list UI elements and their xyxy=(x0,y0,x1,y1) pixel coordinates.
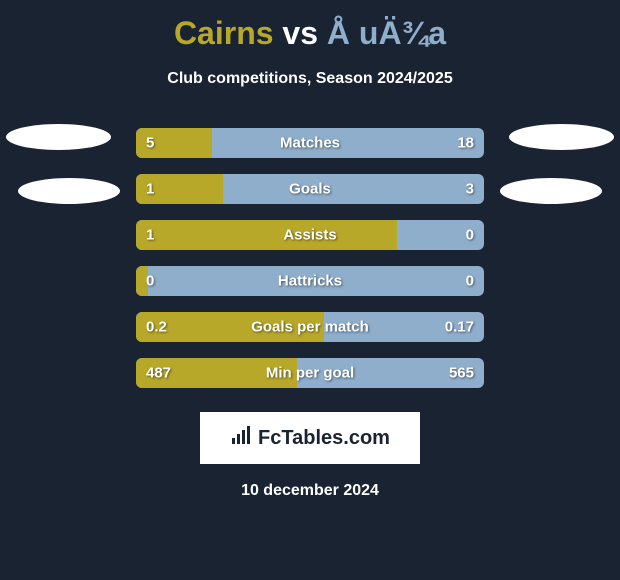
stat-row-min-per-goal: 487 Min per goal 565 xyxy=(136,358,484,388)
stat-right-value: 0 xyxy=(466,273,474,290)
stat-right-value: 3 xyxy=(466,181,474,198)
stat-left-value: 487 xyxy=(146,365,171,382)
stat-left-value: 0.2 xyxy=(146,319,167,336)
stat-label: Min per goal xyxy=(266,365,354,382)
footer-date: 10 december 2024 xyxy=(241,482,379,500)
stat-label: Assists xyxy=(283,227,336,244)
stat-label: Matches xyxy=(280,135,340,152)
stat-right-value: 18 xyxy=(457,135,474,152)
logo-text: FcTables.com xyxy=(230,426,390,451)
stat-right-value: 0 xyxy=(466,227,474,244)
stat-label: Goals xyxy=(289,181,331,198)
stat-left-value: 5 xyxy=(146,135,154,152)
stat-row-assists: 1 Assists 0 xyxy=(136,220,484,250)
stats-area: 5 Matches 18 1 Goals 3 1 Assists 0 0 Hat… xyxy=(0,128,620,500)
stat-row-hattricks: 0 Hattricks 0 xyxy=(136,266,484,296)
player1-name: Cairns xyxy=(174,15,274,51)
logo-label: FcTables.com xyxy=(258,427,390,450)
subtitle: Club competitions, Season 2024/2025 xyxy=(167,70,452,88)
stat-row-matches: 5 Matches 18 xyxy=(136,128,484,158)
player2-name: Å uÄ¾a xyxy=(327,15,446,51)
stat-right-value: 0.17 xyxy=(445,319,474,336)
stat-row-goals-per-match: 0.2 Goals per match 0.17 xyxy=(136,312,484,342)
chart-icon xyxy=(230,426,252,451)
stat-label: Goals per match xyxy=(251,319,369,336)
logo-box: FcTables.com xyxy=(200,412,420,464)
comparison-title: Cairns vs Å uÄ¾a xyxy=(174,15,446,52)
stat-left-value: 0 xyxy=(146,273,154,290)
main-container: Cairns vs Å uÄ¾a Club competitions, Seas… xyxy=(0,0,620,510)
stat-row-goals: 1 Goals 3 xyxy=(136,174,484,204)
vs-text: vs xyxy=(282,15,318,51)
stat-left-value: 1 xyxy=(146,227,154,244)
stat-bar-left xyxy=(136,220,397,250)
stat-right-value: 565 xyxy=(449,365,474,382)
stat-label: Hattricks xyxy=(278,273,342,290)
stat-left-value: 1 xyxy=(146,181,154,198)
